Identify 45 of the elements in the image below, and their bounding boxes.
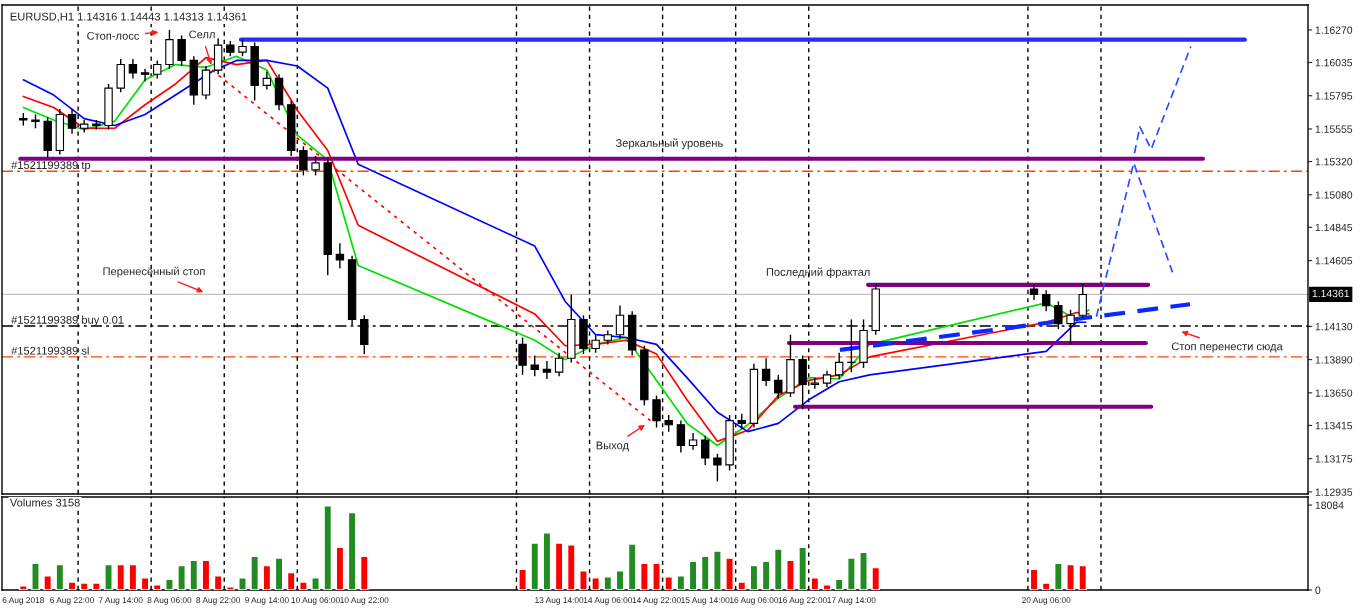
annotation: Зеркальный уровень	[615, 138, 723, 150]
annotation: Селл	[189, 30, 215, 39]
y-tick-label: 1.12935	[1315, 488, 1353, 496]
y-tick-label: 1.15795	[1315, 92, 1353, 100]
y-tick-label: 1.14130	[1315, 322, 1353, 331]
x-tick-label: 10 Aug 06:00	[291, 597, 340, 605]
x-tick-label: 10 Aug 22:00	[340, 597, 389, 605]
x-tick-label: 6 Aug 22:00	[50, 597, 94, 605]
y-tick-label: 0	[1315, 586, 1321, 594]
x-tick-label: 13 Aug 14:00	[535, 597, 584, 605]
y-tick-label: 1.13890	[1315, 356, 1353, 364]
x-tick-label: 14 Aug 22:00	[632, 597, 681, 605]
x-tick-label: 8 Aug 06:00	[147, 597, 192, 605]
x-tick-label: 7 Aug 14:00	[98, 597, 143, 605]
annotation: Стоп перенести сюда	[1171, 342, 1283, 353]
y-tick-label: 1.15555	[1315, 125, 1353, 133]
y-tick-label: 18084	[1315, 501, 1344, 509]
y-tick-label: 1.16270	[1315, 26, 1353, 34]
x-tick-label: 14 Aug 06:00	[583, 597, 633, 605]
text: EURUSD,H1 1.14316 1.14443 1.14313 1.14361	[10, 12, 247, 22]
y-tick-label: 1.14845	[1315, 223, 1353, 232]
annotation: Перенесённый стоп	[103, 266, 205, 278]
x-tick-label: 6 Aug 2018	[2, 597, 45, 605]
y-tick-label: 1.15080	[1315, 191, 1353, 199]
annotation: Стоп-лосс	[87, 31, 140, 40]
x-tick-label: 15 Aug 14:00	[681, 597, 730, 605]
y-tick-label: 1.13650	[1315, 389, 1353, 397]
y-tick-label: 1.16035	[1315, 58, 1353, 67]
ref-line-label: #1521199389 tp	[11, 161, 91, 172]
y-tick-label: 1.15320	[1315, 158, 1353, 166]
x-tick-label: 9 Aug 14:00	[245, 597, 289, 605]
annotation: Последний фрактал	[766, 267, 870, 279]
y-tick-label: 1.13415	[1315, 421, 1353, 430]
y-tick-label: 1.14605	[1315, 257, 1353, 265]
x-tick-label: 16 Aug 06:00	[730, 597, 779, 605]
x-tick-label: 16 Aug 22:00	[778, 597, 827, 605]
x-tick-label: 8 Aug 22:00	[196, 597, 241, 605]
x-tick-label: 17 Aug 14:00	[827, 597, 876, 605]
ref-line-label: 1.14361	[1312, 289, 1350, 298]
ref-line-label: #1521199389 sl	[11, 346, 89, 355]
y-tick-label: 1.13175	[1315, 455, 1353, 463]
x-tick-label: 20 Aug 06:00	[1022, 597, 1071, 605]
ref-line-label: #1521199389 buy 0.01	[11, 315, 124, 326]
annotation: Выход	[596, 441, 629, 452]
chart-title: Volumes 3158	[9, 498, 80, 507]
